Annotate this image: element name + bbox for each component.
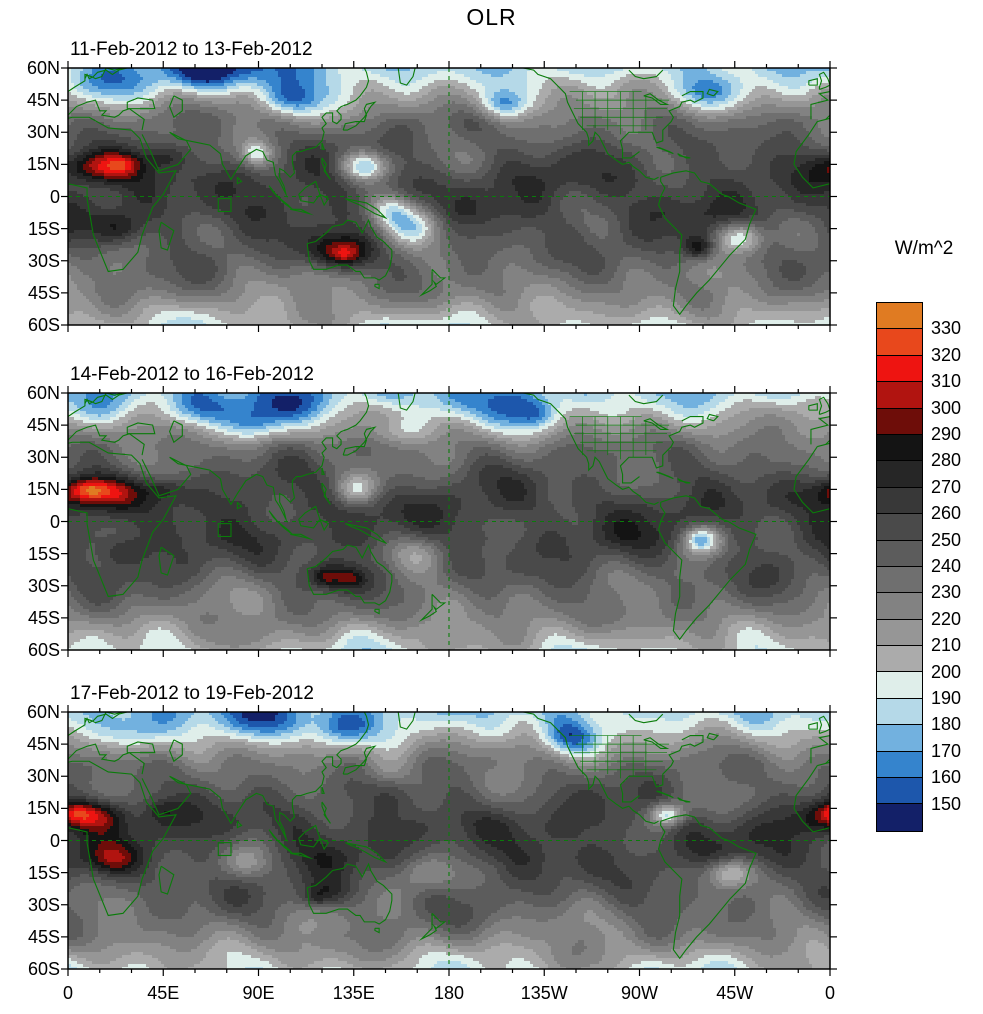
colorbar-tick-label: 320 [931,344,962,365]
colorbar-segment [877,751,922,779]
x-tick-label: 135E [332,983,375,1003]
y-tick-label: 0 [49,186,60,207]
colorbar-segment [877,408,922,435]
colorbar-segment [877,540,922,567]
colorbar-segment [877,461,922,488]
olr-map-panel-2 [68,393,830,650]
x-tick-label: 180 [433,983,465,1003]
y-tick-label: 45N [26,90,60,111]
colorbar-segment [877,646,922,673]
colorbar-segment [877,355,922,383]
colorbar-segment [877,804,922,831]
y-tick-label: 60N [26,702,60,722]
panel-axes-frame [61,386,837,657]
colorbar-tick-label: 300 [931,397,962,418]
y-tick-label: 45S [27,282,60,303]
y-tick-label: 45S [27,926,60,947]
colorbar-tick-label: 240 [931,556,962,576]
y-tick-label: 15N [26,154,60,175]
y-tick-label: 30S [27,894,60,915]
olr-map-panel-3 [68,712,830,969]
panel-subtitle: 17-Feb-2012 to 19-Feb-2012 [70,683,314,704]
y-tick-label: 60S [27,640,60,660]
colorbar-tick-label: 210 [931,635,962,656]
y-tick-label: 30S [27,250,60,271]
x-tick-label: 90E [242,983,275,1003]
x-tick-label: 135W [520,983,568,1003]
colorbar-segment [877,303,922,330]
y-tick-label: 30N [26,766,60,787]
colorbar-segment [877,672,922,699]
olr-map-panel-1 [68,68,830,325]
y-tick-label: 30N [26,122,60,143]
colorbar-tick-label: 260 [931,503,962,524]
colorbar-segment [877,382,922,409]
y-tick-label: 15S [27,218,60,239]
y-tick-label: 60S [27,959,60,979]
y-tick-label: 60N [26,58,60,78]
colorbar-segment [877,566,922,594]
colorbar-tick-label: 170 [931,740,962,761]
panel-axes-frame [61,61,837,332]
figure-title: OLR [466,4,517,30]
colorbar-segment [877,778,922,805]
colorbar-segment [877,434,922,462]
x-tick-label: 45W [716,983,754,1003]
colorbar-segment [877,514,922,541]
colorbar-tick-label: 150 [931,793,962,814]
colorbar-segment [877,593,922,620]
y-tick-label: 30N [26,447,60,468]
y-tick-label: 15S [27,543,60,564]
y-tick-label: 15N [26,479,60,500]
colorbar-tick-label: 160 [931,767,962,788]
panel-subtitle: 14-Feb-2012 to 16-Feb-2012 [70,364,314,385]
panel-axes-frame [61,705,837,976]
colorbar-tick-label: 330 [931,318,962,339]
colorbar-tick-label: 220 [931,608,962,629]
colorbar-segment [877,487,922,515]
colorbar-tick-label: 230 [931,582,962,603]
colorbar-tick-label: 310 [931,371,962,392]
colorbar-tick-label: 280 [931,450,962,471]
x-tick-label: 90W [620,983,658,1003]
y-tick-label: 15N [26,798,60,819]
y-tick-label: 30S [27,575,60,596]
x-tick-label: 0 [62,983,73,1003]
x-tick-label: 45E [147,983,180,1003]
colorbar-tick-label: 200 [931,661,962,682]
y-tick-label: 60S [27,315,60,335]
colorbar-units-label: W/m^2 [894,238,954,259]
colorbar-tick-label: 190 [931,688,962,708]
y-tick-label: 0 [49,830,60,851]
colorbar-segment [877,619,922,647]
colorbar-tick-label: 290 [931,424,962,444]
y-tick-label: 0 [49,511,60,532]
colorbar-tick-label: 250 [931,529,962,550]
y-tick-label: 45N [26,415,60,436]
y-tick-label: 45N [26,734,60,755]
colorbar [876,302,923,832]
colorbar-segment [877,698,922,726]
x-tick-label: 0 [824,983,835,1003]
panel-subtitle: 11-Feb-2012 to 13-Feb-2012 [70,39,313,60]
colorbar-tick-label: 180 [931,714,962,735]
y-tick-label: 60N [26,383,60,403]
colorbar-segment [877,725,922,752]
colorbar-segment [877,329,922,356]
y-tick-label: 15S [27,862,60,883]
colorbar-tick-label: 270 [931,476,962,497]
y-tick-label: 45S [27,607,60,628]
